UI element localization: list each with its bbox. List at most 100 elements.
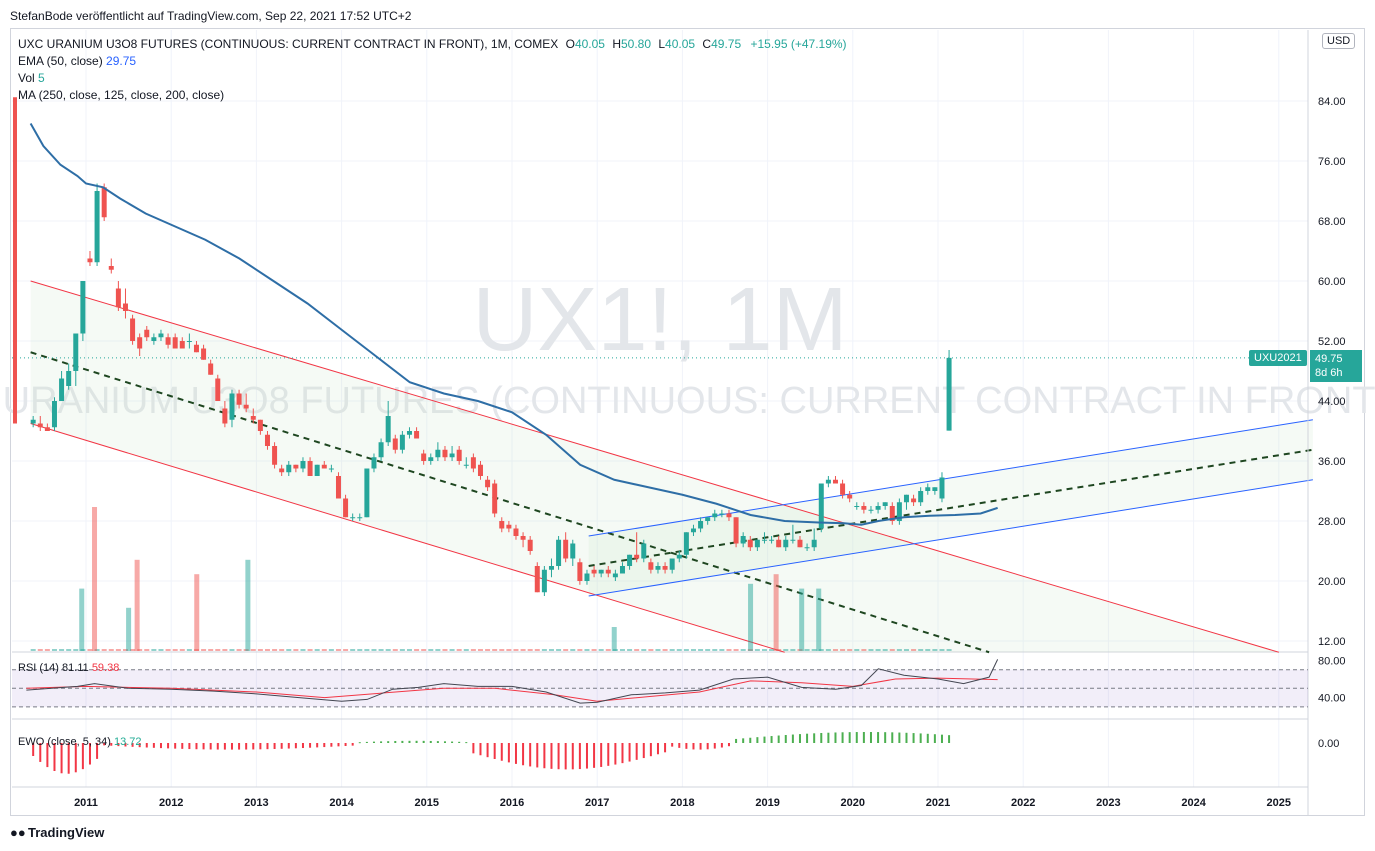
candle-body	[414, 431, 420, 439]
candle-body	[30, 419, 36, 424]
rsi-line	[26, 659, 999, 704]
volume-bar	[861, 649, 867, 651]
candle-body	[840, 483, 846, 495]
symbol-name: UXC URANIUM U3O8 FUTURES (CONTINUOUS: CU…	[18, 37, 559, 51]
candle-body	[66, 371, 72, 386]
ewo-bar	[571, 743, 574, 770]
volume-bar	[87, 649, 93, 651]
candle-body	[506, 524, 512, 529]
volume-bar	[790, 649, 796, 651]
candle-body	[328, 468, 334, 470]
ewo-bar	[585, 743, 588, 769]
candle-body	[818, 483, 824, 529]
candle-body	[556, 539, 562, 566]
volume-bar	[66, 649, 72, 651]
candle-body	[371, 457, 377, 469]
candle-body	[392, 438, 398, 450]
legend-ma-line[interactable]: MA (250, close, 125, close, 200, close)	[18, 88, 224, 102]
candle-body	[889, 506, 895, 521]
volume-bar	[435, 649, 441, 651]
candle-body	[563, 539, 569, 559]
time-tick-label: 2016	[500, 797, 524, 809]
candle-body	[37, 423, 43, 428]
volume-bar	[492, 649, 498, 651]
ewo-bar	[514, 743, 517, 764]
ewo-bar	[784, 735, 787, 743]
candle-body	[584, 573, 590, 581]
volume-bar	[236, 649, 242, 651]
legend-ema-line[interactable]: EMA (50, close) 29.75	[18, 54, 136, 68]
volume-spike	[748, 583, 754, 651]
ewo-bar	[380, 741, 383, 743]
candle-body	[201, 348, 207, 360]
volume-bar	[264, 649, 270, 651]
volume-bar	[414, 649, 420, 651]
price-tick-label: 28.00	[1318, 516, 1346, 528]
ewo-bar	[756, 737, 759, 743]
ewo-bar	[39, 743, 42, 762]
volume-bar	[30, 649, 36, 651]
time-tick-label: 2024	[1181, 797, 1206, 809]
ewo-bar	[884, 732, 887, 743]
volume-bar	[889, 649, 895, 651]
ewo-bar	[692, 743, 695, 750]
price-tick-label: 36.00	[1318, 456, 1346, 468]
candle-body	[193, 344, 199, 353]
candle-body	[286, 464, 292, 473]
first-candle-bar	[13, 97, 17, 424]
volume-bar	[371, 649, 377, 651]
candle-body	[683, 532, 689, 555]
low-label: L	[658, 37, 666, 51]
candle-body	[492, 483, 498, 514]
legend-vol-line[interactable]: Vol 5	[18, 71, 45, 85]
rsi-pane: 80.00 40.00	[12, 655, 1346, 708]
time-axis: 2011 2012 2013 2014 2015 2016 2017 2018 2019 2020…	[12, 786, 1308, 809]
volume-bar	[144, 649, 150, 651]
ewo-bar	[493, 743, 496, 760]
ewo-bar	[159, 743, 162, 749]
candle-body	[797, 539, 803, 548]
candle-body	[612, 573, 618, 578]
ewo-bar	[280, 743, 283, 749]
tradingview-logo[interactable]: ●● TradingView	[10, 825, 104, 840]
candle-body	[690, 528, 696, 533]
volume-bar	[683, 649, 689, 651]
price-tick-label: 52.00	[1318, 336, 1346, 348]
ewo-bar	[81, 743, 84, 770]
volume-bar	[208, 649, 214, 651]
low-value: 40.05	[665, 37, 696, 51]
candle-body	[172, 337, 178, 349]
ewo-bar	[557, 743, 560, 770]
blue-channel-lower	[588, 479, 1313, 597]
ewo-bar	[607, 743, 610, 766]
watermark-symbol: UX1!, 1M	[472, 270, 847, 370]
volume-bar	[179, 649, 185, 651]
ewo-bar	[287, 743, 290, 749]
volume-bar	[619, 649, 625, 651]
open-label: O	[565, 37, 575, 51]
candle-body	[527, 539, 533, 551]
rsi-legend[interactable]: RSI (14) 81.11 59.38	[18, 662, 119, 674]
ewo-bar	[479, 743, 482, 756]
volume-bar	[456, 649, 462, 651]
candle-body	[144, 329, 150, 338]
ewo-bar	[351, 743, 354, 746]
candle-body	[598, 569, 604, 574]
ewo-bar	[266, 743, 269, 750]
ewo-value: 13.72	[113, 736, 142, 748]
candle-body	[264, 434, 270, 446]
volume-bar	[577, 649, 583, 651]
candle-body	[769, 539, 775, 541]
candle-body	[733, 517, 739, 544]
candle-body	[790, 539, 796, 541]
ewo-legend[interactable]: EWO (close, 5, 34) 13.72	[18, 736, 142, 748]
volume-bar	[754, 649, 760, 651]
candle-body	[428, 457, 434, 461]
currency-badge[interactable]: USD	[1322, 33, 1356, 49]
price-axis: 84.00 76.00 68.00 60.00 52.00 44.00 36.00 28.00…	[1307, 30, 1346, 816]
volume-bar	[584, 649, 590, 651]
candle-body	[122, 303, 128, 311]
volume-bar	[818, 649, 824, 651]
ewo-bar	[550, 743, 553, 769]
